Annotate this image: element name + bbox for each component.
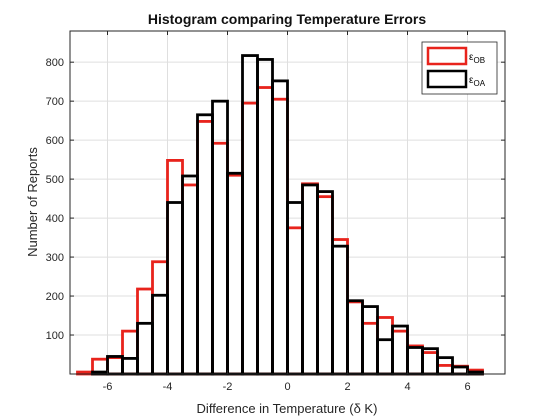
ticks-group: -6 -4 -2 0 2 4 6 100 200 300 400 500 600 700 800 — [46, 31, 505, 393]
legend-series-subscript-ob: OB — [473, 56, 485, 65]
histogram-bar — [106, 356, 124, 376]
y-axis-label: Number of Reports — [25, 147, 40, 257]
histogram-bar — [331, 238, 349, 376]
histogram-bar — [241, 101, 259, 376]
histogram-bar — [391, 329, 409, 376]
histogram-bar — [256, 86, 274, 376]
legend: εOB εOA — [421, 41, 498, 95]
y-tick-label: 300 — [46, 252, 64, 264]
x-tick-label: -4 — [163, 381, 173, 393]
histogram-bar — [406, 344, 424, 376]
chart-title: Histogram comparing Temperature Errors — [148, 11, 426, 27]
histogram-bar — [151, 260, 169, 376]
x-tick-label: -2 — [223, 381, 233, 393]
y-tick-label: 400 — [46, 213, 64, 225]
y-tick-label: 100 — [46, 330, 64, 342]
histogram-bar — [271, 97, 289, 376]
y-tick-label: 800 — [46, 57, 64, 69]
x-tick-label: 6 — [464, 381, 470, 393]
histogram-bar — [286, 226, 304, 376]
histogram-bar — [166, 159, 184, 376]
histogram-bar — [301, 182, 319, 376]
histogram-bar — [361, 321, 379, 376]
legend-series-name-ob: ε — [469, 52, 474, 63]
histogram-bar — [196, 120, 214, 376]
legend-series-subscript-oa: OA — [473, 79, 485, 88]
legend-series-name-oa: ε — [469, 75, 474, 86]
y-tick-label: 600 — [46, 135, 64, 147]
legend-swatch-ob — [426, 46, 468, 66]
legend-entry-ob: εOB — [469, 52, 485, 65]
histogram-bar — [181, 183, 199, 376]
y-tick-label: 200 — [46, 291, 64, 303]
y-tick-label: 500 — [46, 174, 64, 186]
histogram-bar — [346, 300, 364, 376]
series-ob — [76, 86, 484, 376]
legend-box — [421, 41, 498, 95]
histogram-bar — [121, 329, 139, 376]
histogram-bar — [226, 173, 244, 376]
legend-swatch-oa — [426, 69, 468, 89]
histogram-bar — [136, 287, 154, 376]
x-tick-label: -6 — [103, 381, 113, 393]
histogram-bar — [211, 141, 229, 376]
histogram-bar — [421, 351, 439, 376]
x-axis-label: Difference in Temperature (δ K) — [197, 401, 378, 416]
x-tick-label: 0 — [284, 381, 290, 393]
y-tick-label: 700 — [46, 96, 64, 108]
legend-entry-oa: εOA — [469, 75, 486, 88]
histogram-bar — [376, 316, 394, 376]
histogram-bar — [316, 195, 334, 376]
x-tick-label: 4 — [404, 381, 410, 393]
x-tick-label: 2 — [344, 381, 350, 393]
